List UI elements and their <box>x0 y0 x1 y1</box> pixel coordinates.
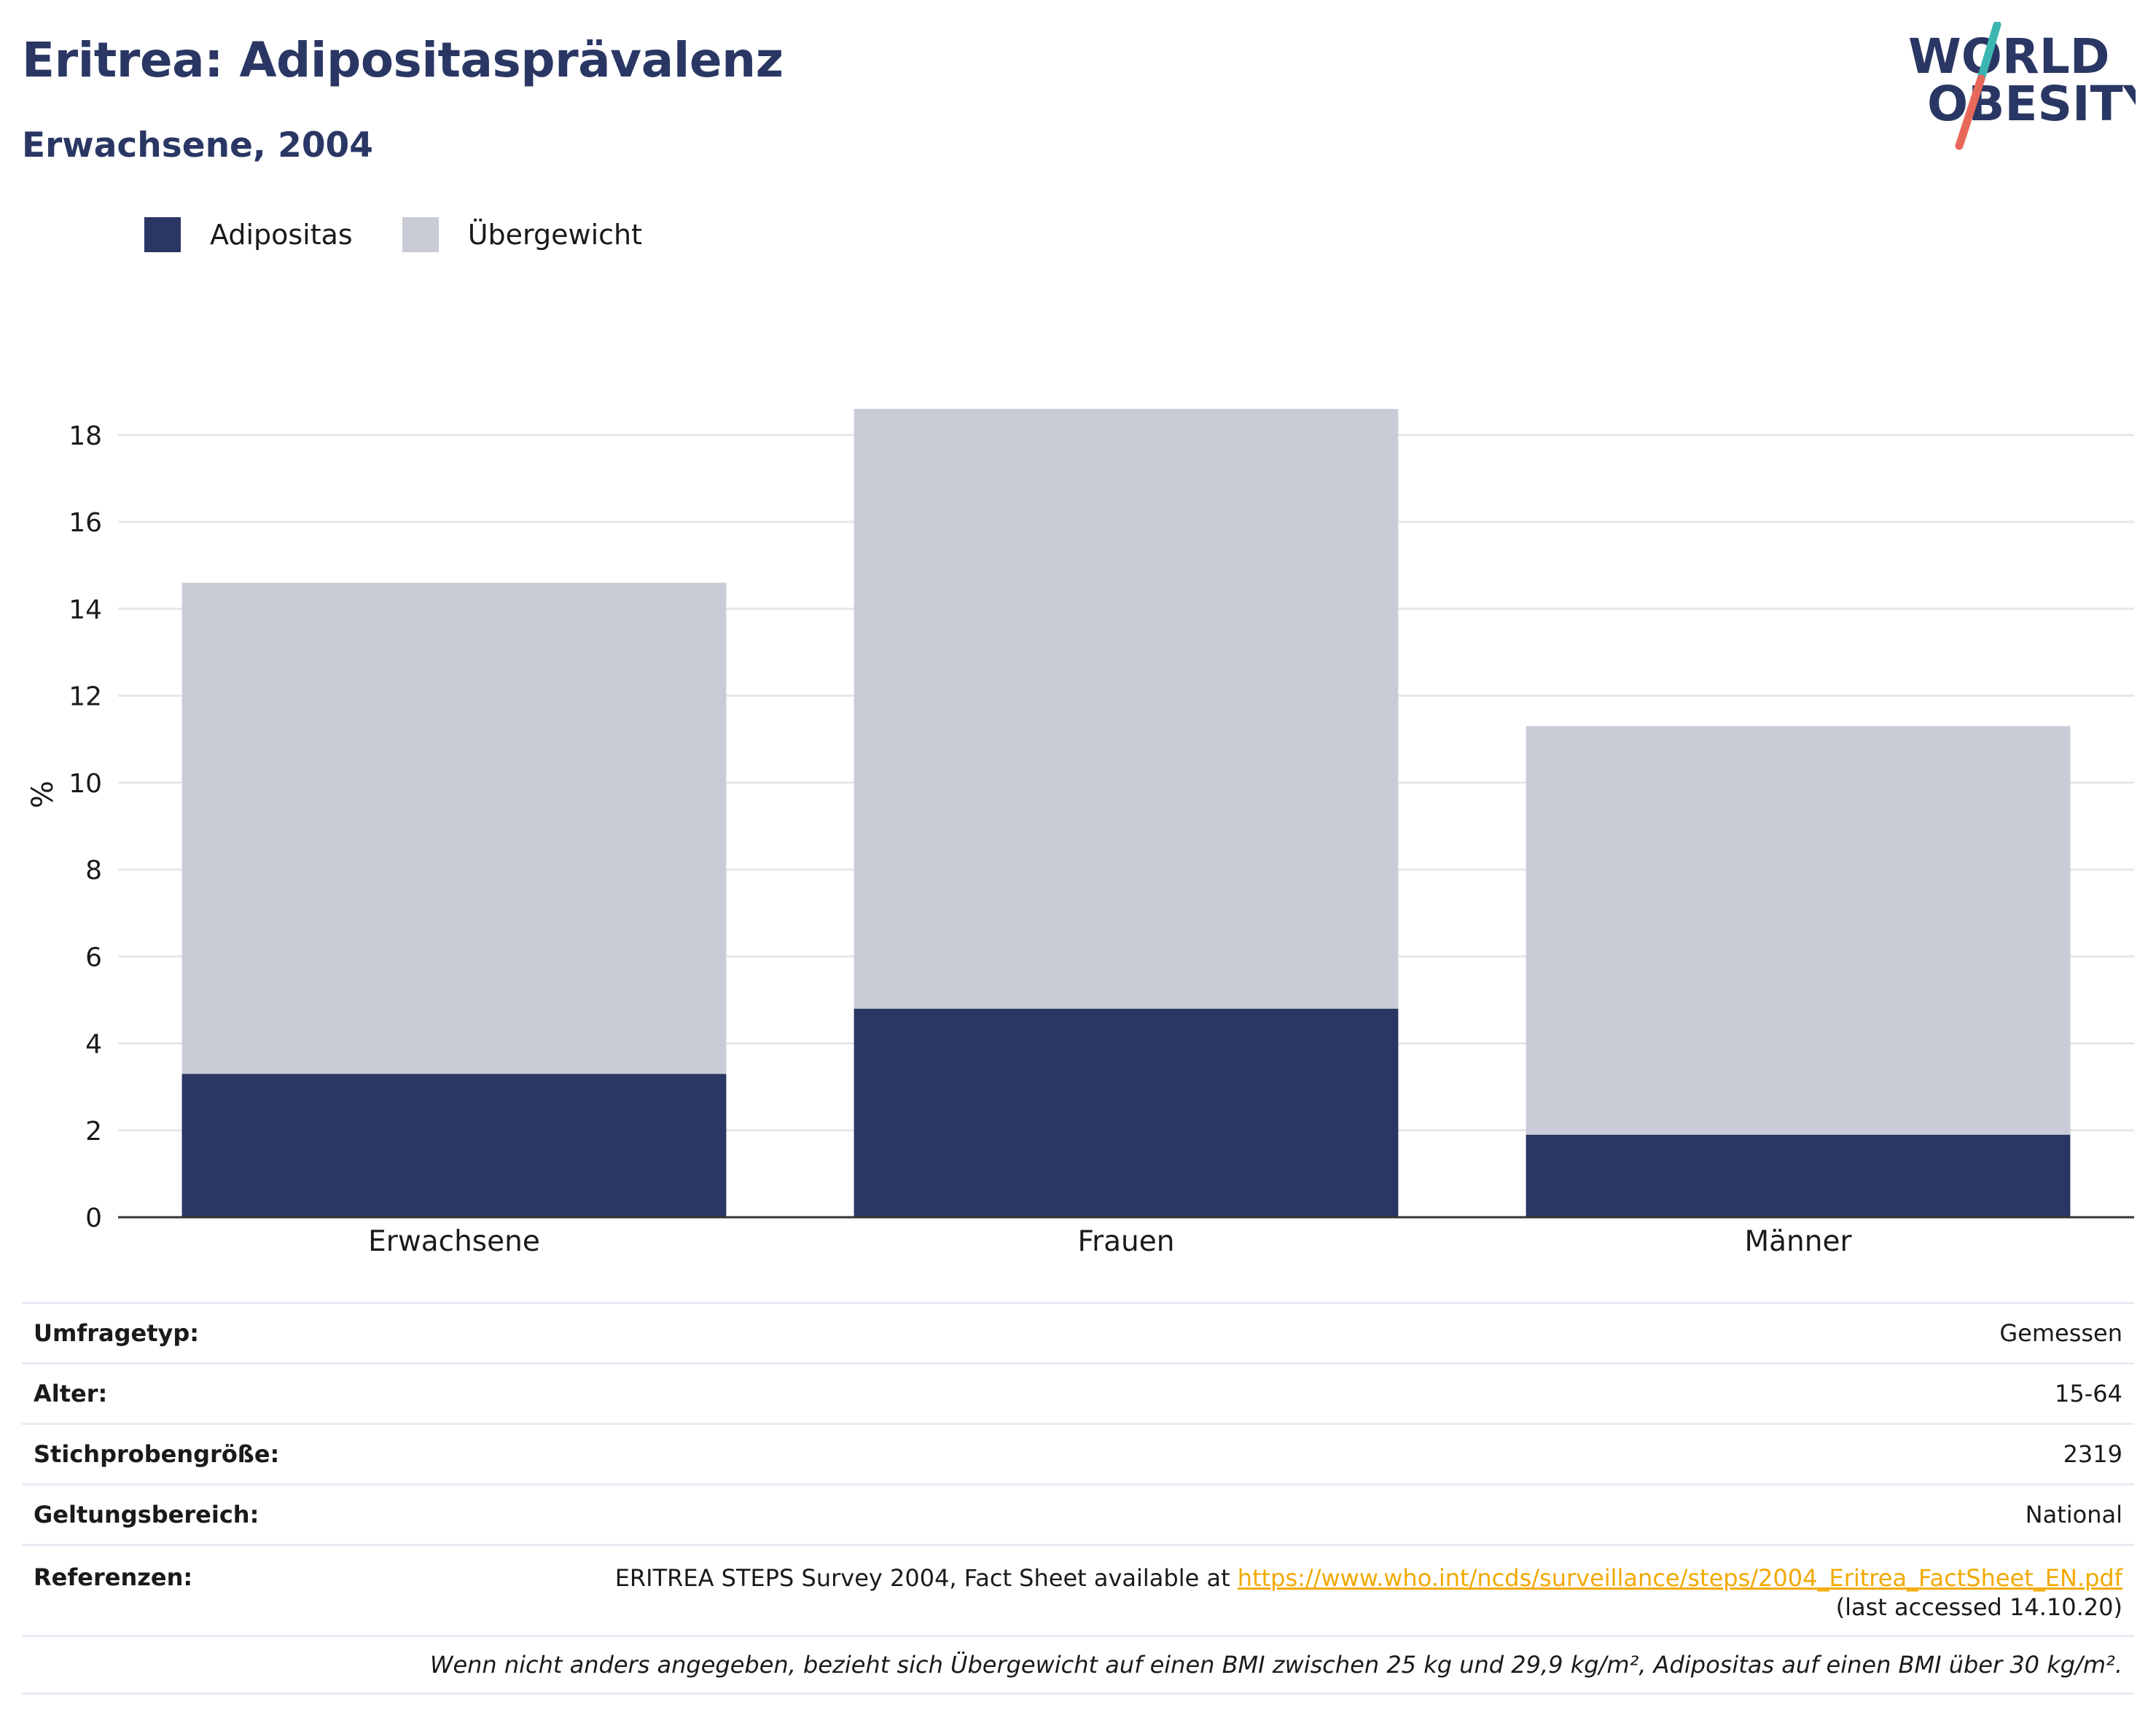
chart-subtitle: Erwachsene, 2004 <box>22 125 373 165</box>
survey-type-value: Gemessen <box>1999 1319 2122 1347</box>
category-label-1: Frauen <box>1078 1225 1175 1258</box>
scope-value: National <box>2025 1501 2122 1528</box>
category-labels: Erwachsene Frauen Männer <box>368 1225 1852 1258</box>
footnote: Wenn nicht anders angegeben, bezieht sic… <box>429 1651 2122 1679</box>
references-link[interactable]: https://www.who.int/ncds/surveillance/st… <box>1237 1564 2122 1592</box>
info-table: Umfragetyp: Gemessen Alter: 15-64 Stichp… <box>22 1302 2134 1695</box>
age-value: 15-64 <box>2055 1380 2122 1407</box>
legend-label-obesity: Adipositas <box>210 219 353 251</box>
bar-obesity-1[interactable] <box>854 1008 1399 1217</box>
y-tick-label-0: 0 <box>85 1203 102 1233</box>
chart-title: Eritrea: Adipositasprävalenz <box>22 32 784 88</box>
logo-line2: OBESITY <box>1927 76 2136 132</box>
legend-swatch-obesity <box>144 217 181 252</box>
y-tick-labels: 0 2 4 6 8 10 12 14 16 18 <box>69 421 102 1233</box>
legend-label-overweight: Übergewicht <box>467 219 642 251</box>
references-value: ERITREA STEPS Survey 2004, Fact Sheet av… <box>615 1563 2122 1622</box>
info-row-age: Alter: 15-64 <box>22 1362 2134 1423</box>
bar-obesity-2[interactable] <box>1526 1134 2071 1217</box>
bar-overweight-0[interactable] <box>181 582 727 1074</box>
category-label-2: Männer <box>1744 1225 1852 1258</box>
y-tick-label-16: 16 <box>69 508 102 538</box>
scope-label: Geltungsbereich: <box>34 1501 259 1528</box>
bar-overweight-1[interactable] <box>854 409 1399 1009</box>
y-tick-label-6: 6 <box>85 942 102 972</box>
sample-size-value: 2319 <box>2063 1440 2122 1468</box>
logo-slash-bottom <box>1955 74 1985 150</box>
info-row-scope: Geltungsbereich: National <box>22 1483 2134 1544</box>
bar-obesity-0[interactable] <box>181 1074 727 1217</box>
world-obesity-logo: WORLD OBESITY <box>1908 22 2136 150</box>
bar-overweight-2[interactable] <box>1526 726 2071 1135</box>
y-tick-label-10: 10 <box>69 769 102 799</box>
references-label: Referenzen: <box>34 1563 193 1591</box>
y-tick-label-14: 14 <box>69 595 102 625</box>
logo-slash-top <box>1977 22 2001 83</box>
info-row-footnote: Wenn nicht anders angegeben, bezieht sic… <box>22 1635 2134 1695</box>
legend-item-overweight[interactable]: Übergewicht <box>402 217 642 252</box>
category-label-0: Erwachsene <box>368 1225 540 1258</box>
y-tick-label-2: 2 <box>85 1117 102 1147</box>
survey-type-label: Umfragetyp: <box>34 1319 200 1347</box>
info-row-sample-size: Stichprobengröße: 2319 <box>22 1423 2134 1483</box>
y-tick-label-8: 8 <box>85 856 102 886</box>
logo-line1: WORLD <box>1908 28 2110 85</box>
sample-size-label: Stichprobengröße: <box>34 1440 280 1468</box>
references-text: ERITREA STEPS Survey 2004, Fact Sheet av… <box>614 1564 1238 1592</box>
y-tick-label-12: 12 <box>69 682 102 712</box>
y-tick-label-18: 18 <box>69 421 102 451</box>
y-tick-label-4: 4 <box>85 1030 102 1060</box>
bar-chart: 0 2 4 6 8 10 12 14 16 18 Erwachsene Frauen Männer % <box>26 409 2134 1258</box>
info-row-references: Referenzen: ERITREA STEPS Survey 2004, F… <box>22 1544 2134 1635</box>
info-row-survey-type: Umfragetyp: Gemessen <box>22 1302 2134 1362</box>
legend-item-obesity[interactable]: Adipositas <box>144 217 353 252</box>
references-accessed: (last accessed 14.10.20) <box>1835 1593 2122 1621</box>
age-label: Alter: <box>34 1380 108 1407</box>
y-axis-title: % <box>26 781 60 808</box>
bars <box>118 409 2134 1219</box>
legend-swatch-overweight <box>402 217 439 252</box>
chart-legend: Adipositas Übergewicht <box>144 217 692 252</box>
